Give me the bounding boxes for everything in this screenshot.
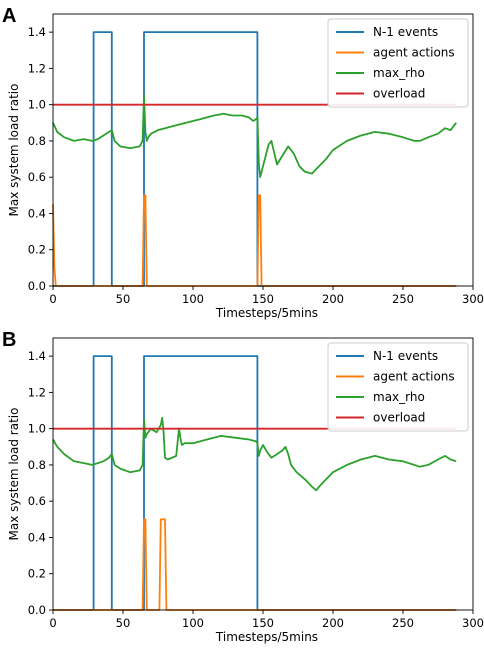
y-tick-label: 1.2: [28, 61, 46, 75]
x-axis-label: Timesteps/5mins: [215, 630, 318, 644]
x-tick-label: 300: [462, 616, 484, 630]
legend: N-1 events agent actions max_rho overload: [327, 18, 469, 108]
series-line-max-rho: [52, 94, 457, 179]
panel-label: A: [2, 5, 16, 27]
panel-label: B: [2, 329, 16, 351]
legend-box: [327, 18, 469, 108]
y-tick-label: 1.0: [28, 422, 46, 436]
x-tick-label: 250: [392, 616, 414, 630]
y-tick-label: 0.6: [28, 170, 46, 184]
x-tick-label: 150: [252, 616, 274, 630]
x-tick-label: 100: [182, 616, 204, 630]
x-tick-label: 300: [462, 292, 484, 306]
x-tick-label: 200: [322, 616, 344, 630]
x-axis-label: Timesteps/5mins: [215, 306, 318, 320]
legend-label: N-1 events: [373, 25, 438, 39]
x-tick-label: 50: [116, 292, 131, 306]
y-tick-label: 0.8: [28, 134, 46, 148]
series-line-max-rho: [52, 416, 457, 492]
chart-panel-a: A 0.0 0.2 0.4 0.6 0.8 1.0 1.2 1.4 0 50 100 150 200 250…: [2, 5, 484, 320]
chart-panel-b: B 0.0 0.2 0.4 0.6 0.8 1.0 1.2 1.4 0 50 100 150 200 250…: [2, 329, 484, 644]
y-tick-label: 0.2: [28, 567, 46, 581]
legend-box: [327, 342, 469, 432]
y-tick-label: 1.0: [28, 98, 46, 112]
series-line-agent-actions: [52, 194, 457, 287]
legend-label: overload: [373, 87, 425, 101]
y-tick-label: 0.0: [28, 279, 46, 293]
x-tick-label: 50: [116, 616, 131, 630]
series-line-agent-actions: [53, 518, 457, 611]
legend-label: overload: [373, 411, 425, 425]
y-tick-label: 0.4: [28, 206, 46, 220]
legend-label: agent actions: [373, 370, 455, 384]
legend-label: agent actions: [373, 46, 455, 60]
y-axis-label: Max system load ratio: [7, 84, 21, 217]
y-tick-label: 0.8: [28, 458, 46, 472]
y-tick-label: 1.4: [28, 25, 46, 39]
x-tick-label: 150: [252, 292, 274, 306]
y-tick-label: 1.2: [28, 385, 46, 399]
x-tick-label: 0: [49, 616, 56, 630]
y-tick-label: 0.0: [28, 603, 46, 617]
y-tick-label: 0.4: [28, 530, 46, 544]
legend-label: max_rho: [373, 390, 425, 404]
y-tick-label: 0.2: [28, 243, 46, 257]
x-tick-label: 250: [392, 292, 414, 306]
y-tick-label: 1.4: [28, 349, 46, 363]
x-tick-label: 0: [49, 292, 56, 306]
x-tick-label: 100: [182, 292, 204, 306]
legend: N-1 events agent actions max_rho overload: [327, 342, 469, 432]
x-tick-label: 200: [322, 292, 344, 306]
legend-label: N-1 events: [373, 349, 438, 363]
y-tick-label: 0.6: [28, 494, 46, 508]
y-axis-label: Max system load ratio: [7, 408, 21, 541]
legend-label: max_rho: [373, 66, 425, 80]
